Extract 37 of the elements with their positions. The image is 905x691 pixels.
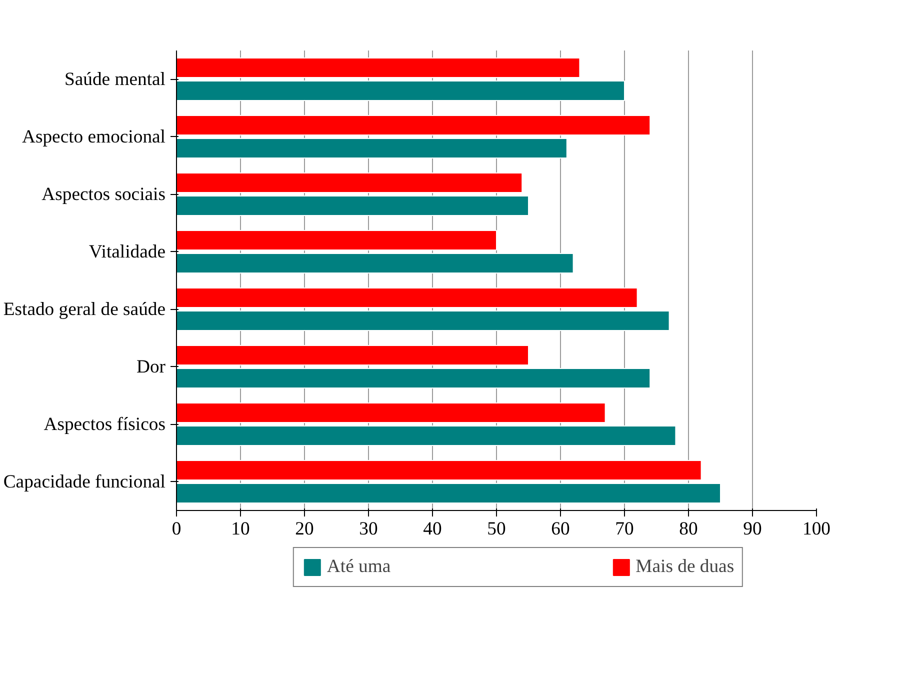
bar <box>176 252 574 274</box>
y-tick-label: Estado geral de saúde <box>3 298 166 320</box>
y-tick-label: Aspectos sociais <box>42 184 166 205</box>
bar <box>176 80 625 102</box>
x-tick-label: 0 <box>172 518 182 540</box>
x-tick-label: 20 <box>295 518 314 540</box>
legend-label: Mais de duas <box>636 556 734 578</box>
y-tick-label: Vitalidade <box>88 241 166 262</box>
bar <box>176 195 529 216</box>
y-tick-label: Dor <box>136 356 166 378</box>
bar <box>176 114 651 136</box>
bar <box>176 57 580 78</box>
x-tick-label: 90 <box>743 518 762 540</box>
bar <box>176 287 638 308</box>
x-tick-label: 40 <box>423 518 442 540</box>
bar <box>176 368 651 389</box>
bar <box>176 482 721 504</box>
x-tick-label: 100 <box>802 518 830 540</box>
x-tick-label: 70 <box>615 518 634 540</box>
bar <box>176 425 676 446</box>
x-tick-label: 30 <box>359 518 378 540</box>
y-tick-label: Aspecto emocional <box>22 126 166 148</box>
bar <box>176 172 523 194</box>
bar <box>176 402 606 424</box>
bar <box>176 460 702 481</box>
bar <box>176 344 529 366</box>
legend-label: Até uma <box>326 556 391 578</box>
x-tick-label: 10 <box>231 518 250 540</box>
x-tick-label: 50 <box>487 518 506 540</box>
bar <box>176 310 670 332</box>
bar <box>176 138 568 159</box>
y-tick-label: Aspectos físicos <box>44 414 166 435</box>
y-tick-label: Saúde mental <box>64 68 166 90</box>
x-tick-label: 60 <box>551 518 570 540</box>
x-tick-label: 80 <box>679 518 698 540</box>
y-tick-label: Capacidade funcional <box>3 471 166 492</box>
bar <box>176 230 497 251</box>
